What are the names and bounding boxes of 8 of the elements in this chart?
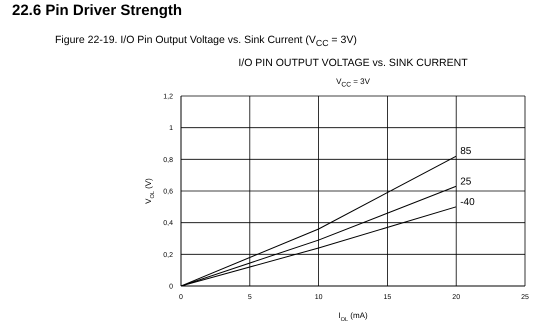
series-label: 85 <box>460 146 472 158</box>
text: I/O PIN OUTPUT VOLTAGE vs. SINK CURRENT <box>237 57 469 69</box>
series-label: 25 <box>460 176 472 188</box>
x-axis-title: I$_{OL}$ (mA) <box>338 311 368 323</box>
chart-title: 22.6 Pin Driver Strength <box>12 2 182 19</box>
text: V$_{CC}$ = 3V <box>335 77 371 89</box>
series-label: -40 <box>460 196 476 208</box>
chart-subtitle: Figure 22-19. I/O Pin Output Voltage vs. Sink Current (V$_{CC}$ = 3V) <box>55 34 357 48</box>
